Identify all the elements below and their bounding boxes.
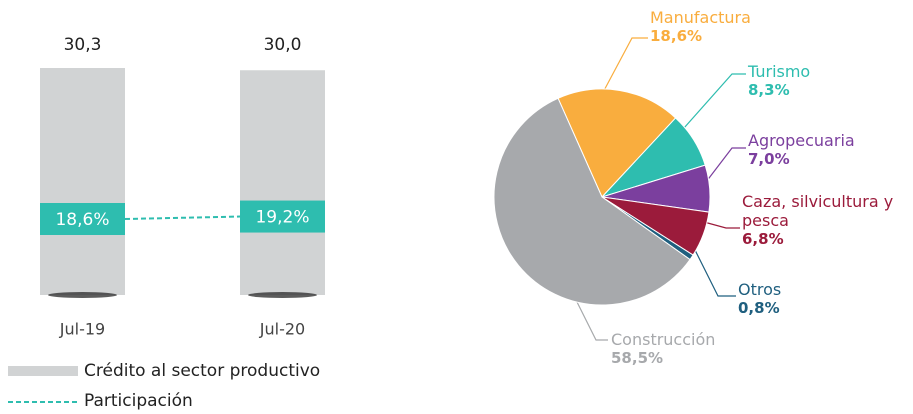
legend-swatch	[8, 366, 78, 376]
pie-category: Construcción	[611, 330, 716, 349]
legend-label: Crédito al sector productivo	[84, 361, 320, 381]
pie-category: Agropecuaria	[748, 131, 855, 150]
pie-label: Otros 0,8%	[738, 280, 888, 318]
leader-lines	[571, 37, 746, 341]
bar-value-label: 30,3	[64, 35, 102, 55]
pie-category: Manufactura	[650, 8, 751, 27]
leader-line	[571, 291, 608, 341]
x-tick-label: Jul-20	[259, 320, 305, 339]
leader-line	[683, 73, 746, 129]
pie-category: Turismo	[748, 62, 811, 81]
legend-label: Participación	[84, 391, 193, 411]
pie-label: Caza, silvicultura y pesca 6,8%	[742, 192, 912, 249]
bar-shadow	[48, 292, 117, 298]
participation-line	[124, 215, 241, 220]
pie-label: Manufactura 18,6%	[650, 8, 830, 46]
leader-line	[705, 147, 746, 183]
bar	[240, 70, 325, 295]
participation-label: 19,2%	[255, 208, 309, 228]
pie-category: Otros	[738, 280, 782, 299]
pie-category: Caza, silvicultura y pesca	[742, 192, 894, 230]
pie-slice	[493, 97, 691, 306]
participation-box	[40, 203, 125, 236]
bar-shadow	[248, 292, 317, 298]
pie-value: 18,6%	[650, 27, 703, 45]
pie-value: 0,8%	[738, 299, 780, 317]
participation-label: 18,6%	[55, 210, 109, 230]
leader-line	[703, 221, 740, 229]
pie-label: Agropecuaria 7,0%	[748, 131, 908, 169]
pie-slice	[557, 88, 677, 198]
pie-label: Turismo 8,3%	[748, 62, 898, 100]
pie-value: 6,8%	[742, 230, 784, 248]
pie-value: 7,0%	[748, 150, 790, 168]
leader-line	[691, 243, 736, 297]
participation-box	[240, 200, 325, 233]
pie-label: Construcción 58,5%	[611, 330, 771, 368]
leader-line	[599, 37, 648, 99]
bar-value-label: 30,0	[264, 35, 302, 55]
pie-value: 58,5%	[611, 349, 664, 367]
x-tick-label: Jul-19	[59, 320, 105, 339]
pie-value: 8,3%	[748, 81, 790, 99]
bar	[40, 68, 125, 295]
